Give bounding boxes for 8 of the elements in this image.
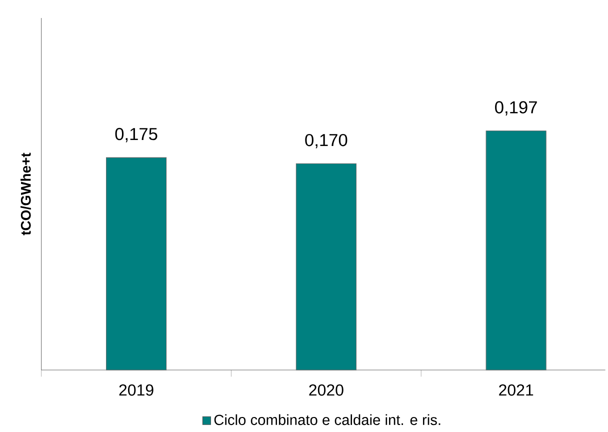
y-axis-title: tCO/GWhe+t <box>20 152 31 236</box>
legend-label: Ciclo combinato e caldaie int. e ris. <box>214 414 440 426</box>
data-label: 0,197 <box>495 101 537 116</box>
x-tick-label: 2020 <box>309 384 344 396</box>
data-label: 0,175 <box>115 128 158 142</box>
data-label: 0,170 <box>305 134 348 148</box>
x-tick-label: 2019 <box>119 384 154 396</box>
x-tick-label: 2021 <box>499 384 534 396</box>
